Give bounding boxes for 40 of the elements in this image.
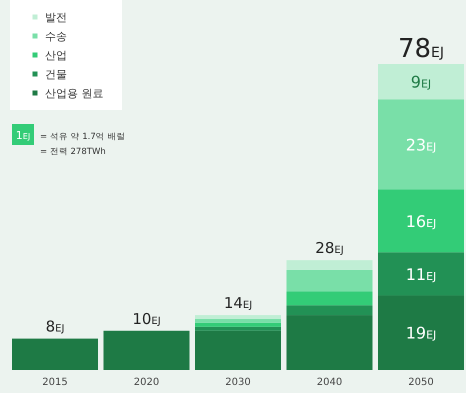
x-tick-label: 2050 <box>408 377 434 388</box>
bar <box>378 99 464 190</box>
legend-label: 산업 <box>45 49 67 62</box>
bar <box>286 292 372 306</box>
annotation: = 석유 약 1.7억 배럴 <box>40 132 126 142</box>
bar <box>194 315 282 319</box>
bar <box>378 252 464 296</box>
data-label: 23EJ <box>406 135 436 154</box>
bar <box>378 190 464 252</box>
total-label: 78EJ <box>398 34 444 64</box>
bar <box>286 270 372 292</box>
x-tick-label: 2040 <box>316 377 342 388</box>
legend-label: 건물 <box>45 68 67 81</box>
annotation: 1EJ <box>16 129 30 142</box>
bar <box>286 305 372 316</box>
bar <box>378 64 464 100</box>
x-tick-label: 2015 <box>42 377 68 388</box>
bar <box>194 319 282 323</box>
bar <box>12 338 98 370</box>
bar <box>286 315 372 370</box>
data-label: 11EJ <box>406 264 436 284</box>
bar <box>194 322 282 327</box>
legend-label: 발전 <box>45 11 67 24</box>
x-tick-label: 2020 <box>134 377 160 388</box>
legend-label: 산업용 원료 <box>45 87 104 100</box>
total-label: 10EJ <box>132 310 161 328</box>
bar <box>286 260 372 270</box>
data-label: 19EJ <box>406 324 436 343</box>
data-label: 16EJ <box>406 212 436 231</box>
bar <box>194 326 282 331</box>
annotation: = 전력 278TWh <box>40 147 106 157</box>
legend-label: 수송 <box>45 30 67 43</box>
total-label: 14EJ <box>224 294 252 312</box>
bar <box>194 330 282 370</box>
bar <box>104 330 190 370</box>
total-label: 28EJ <box>315 239 344 258</box>
data-label: 9EJ <box>410 72 432 92</box>
x-tick-label: 2030 <box>225 377 251 388</box>
bar <box>378 295 464 370</box>
total-label: 8EJ <box>46 318 64 336</box>
